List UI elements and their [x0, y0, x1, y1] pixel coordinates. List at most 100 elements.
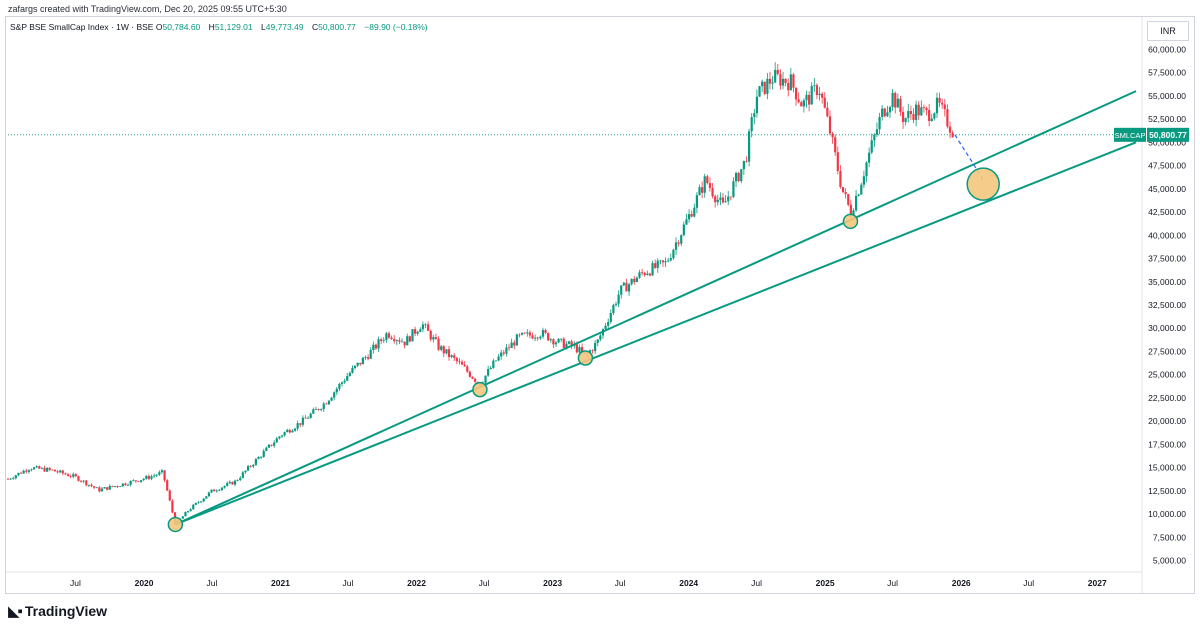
candle-body [471, 376, 474, 379]
candle-body [784, 78, 787, 83]
candle-body [374, 344, 378, 349]
candle-body [492, 360, 495, 368]
y-tick-label: 57,500.00 [1148, 68, 1186, 78]
candle-body [703, 176, 706, 193]
candle-body [808, 94, 811, 105]
candle-body [930, 118, 933, 121]
x-tick-label: Jul [70, 578, 81, 588]
y-tick-label: 35,000.00 [1148, 277, 1186, 287]
candle-body [802, 100, 805, 107]
candle-body [421, 324, 425, 330]
touch-circle-marker [167, 516, 184, 533]
candle-body [223, 485, 226, 488]
candle-body [142, 478, 145, 481]
candle-body [881, 108, 884, 117]
candle-body [369, 350, 372, 359]
candle-body [654, 263, 657, 268]
candle-body [93, 486, 96, 488]
candle-body [283, 432, 286, 436]
candle-body [455, 357, 458, 362]
candle-body [202, 498, 205, 502]
y-tick-label: 30,000.00 [1148, 323, 1186, 333]
candle-body [288, 429, 291, 433]
candle-body [836, 152, 839, 172]
candle-body [27, 470, 30, 472]
x-tick-label: 2025 [816, 578, 835, 588]
y-tick-label: 27,500.00 [1148, 346, 1186, 356]
candle-body [560, 338, 563, 340]
candle-body [249, 466, 252, 467]
candle-body [526, 332, 529, 334]
touch-circle-marker [472, 381, 488, 398]
candle-body [854, 195, 858, 211]
candle-body [338, 383, 341, 389]
candle-body [489, 367, 492, 370]
candle-body [163, 470, 166, 481]
candle-body [669, 258, 672, 261]
high-label: H [208, 22, 215, 32]
candle-body [612, 304, 615, 314]
candle-body [257, 457, 260, 460]
x-tick-label: 2021 [271, 578, 290, 588]
candle-body [672, 249, 675, 259]
candle-body [137, 481, 140, 483]
candle-body [19, 472, 23, 474]
x-tick-label: Jul [1023, 578, 1034, 588]
candle-body [168, 490, 171, 501]
touch-circle-marker [842, 213, 859, 230]
y-tick-label: 32,500.00 [1148, 300, 1186, 310]
candle-body [17, 472, 20, 476]
candle-body [742, 160, 745, 170]
candle-body [262, 450, 265, 457]
candle-body [77, 476, 80, 481]
candle-body [64, 473, 67, 475]
candle-body [667, 260, 670, 262]
candle-body [505, 347, 508, 354]
candle-body [434, 337, 438, 339]
candle-body [620, 285, 623, 295]
candle-body [260, 456, 263, 458]
candle-body [181, 516, 184, 519]
candle-body [239, 477, 242, 481]
candle-body [941, 102, 944, 105]
candle-body [108, 485, 111, 490]
candle-body [25, 470, 28, 472]
candle-body [429, 330, 432, 340]
candle-body [304, 417, 307, 419]
candle-body [732, 181, 735, 197]
candle-body [48, 467, 51, 470]
candle-body [40, 467, 44, 469]
candle-body [740, 169, 743, 182]
candle-body [270, 444, 273, 446]
candle-body [677, 242, 680, 244]
x-tick-label: Jul [751, 578, 762, 588]
candle-body [113, 486, 117, 487]
candle-body [210, 489, 213, 493]
candle-body [599, 335, 602, 340]
candle-body [166, 480, 169, 491]
candle-body [463, 364, 466, 367]
symbol-label[interactable]: S&P BSE SmallCap Index · 1W · BSE [10, 22, 154, 32]
candle-body [680, 235, 683, 244]
candle-body [698, 187, 701, 196]
currency-button[interactable]: INR [1147, 21, 1189, 41]
candle-body [72, 474, 75, 477]
candle-body [30, 469, 33, 471]
candle-body [184, 512, 187, 517]
candle-body [244, 470, 247, 473]
candle-body [862, 176, 866, 185]
candle-body [367, 357, 370, 359]
candle-body [716, 199, 719, 203]
y-tick-label: 45,000.00 [1148, 184, 1186, 194]
candle-body [946, 109, 949, 127]
candle-body [393, 338, 396, 342]
candle-body [335, 388, 338, 393]
candle-body [43, 467, 46, 472]
candle-body [630, 278, 633, 285]
candle-body [487, 369, 490, 376]
candle-body [693, 207, 696, 217]
candle-body [273, 442, 276, 446]
candle-body [437, 338, 440, 350]
candle-body [523, 332, 526, 334]
